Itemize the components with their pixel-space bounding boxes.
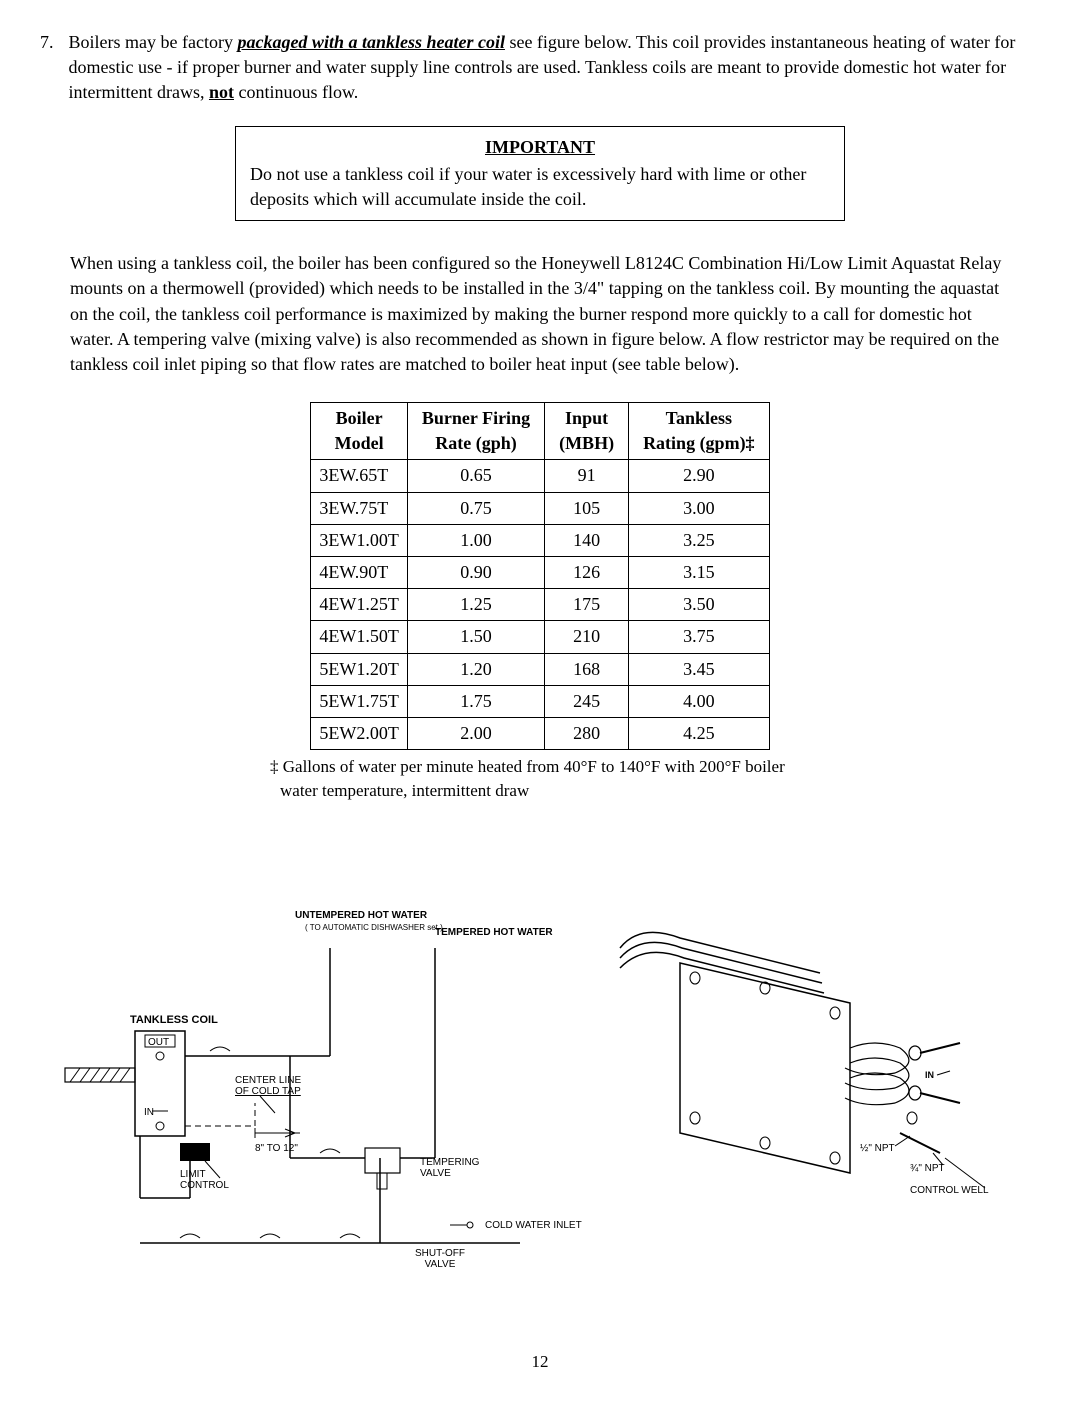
- hatched-floor: [65, 1068, 135, 1082]
- cell-model: 5EW2.00T: [311, 717, 407, 749]
- table-row: 5EW1.75T1.752454.00: [311, 685, 769, 717]
- list-text: Boilers may be factory packaged with a t…: [69, 30, 1041, 106]
- label-tempering2: VALVE: [420, 1168, 451, 1179]
- limit-control-box: [180, 1143, 210, 1161]
- cell-input: 140: [545, 524, 629, 556]
- label-tempered: TEMPERED HOT WATER: [435, 927, 553, 938]
- coil-assembly-drawing: IN ½" NPT ¾" NPT CONTROL WELL: [620, 932, 989, 1196]
- cell-model: 5EW1.20T: [311, 653, 407, 685]
- cell-rating: 3.15: [629, 557, 770, 589]
- label-out: OUT: [148, 1037, 169, 1048]
- cell-input: 210: [545, 621, 629, 653]
- table-row: 3EW1.00T1.001403.25: [311, 524, 769, 556]
- list-item-7: 7. Boilers may be factory packaged with …: [40, 30, 1040, 106]
- svg-text:CONTROL WELL: CONTROL WELL: [910, 1185, 989, 1196]
- cell-input: 91: [545, 460, 629, 492]
- th-input: Input (MBH): [545, 403, 629, 460]
- table-row: 5EW2.00T2.002804.25: [311, 717, 769, 749]
- th-rating: Tankless Rating (gpm)‡: [629, 403, 770, 460]
- label-limit2: CONTROL: [180, 1180, 229, 1191]
- cell-input: 280: [545, 717, 629, 749]
- cell-rate: 1.25: [407, 589, 544, 621]
- table-row: 3EW.75T0.751053.00: [311, 492, 769, 524]
- cell-model: 4EW.90T: [311, 557, 407, 589]
- cell-rating: 3.00: [629, 492, 770, 524]
- label-shutoff1: SHUT-OFF: [415, 1248, 465, 1259]
- table-row: 3EW.65T0.65912.90: [311, 460, 769, 492]
- label-centerline2: OF COLD TAP: [235, 1086, 301, 1097]
- cell-rate: 1.75: [407, 685, 544, 717]
- cell-rate: 0.90: [407, 557, 544, 589]
- th-rate: Burner Firing Rate (gph): [407, 403, 544, 460]
- cell-model: 4EW1.25T: [311, 589, 407, 621]
- text-p3: continuous flow.: [234, 82, 358, 102]
- piping-diagram: TANKLESS COIL OUT IN LIMIT CONTROL: [40, 853, 1040, 1283]
- table-header-row: Boiler Model Burner Firing Rate (gph) In…: [311, 403, 769, 460]
- cell-rating: 2.90: [629, 460, 770, 492]
- cell-rate: 1.00: [407, 524, 544, 556]
- cell-rate: 2.00: [407, 717, 544, 749]
- cell-rating: 3.25: [629, 524, 770, 556]
- label-dim: 8" TO 12": [255, 1143, 298, 1154]
- cell-model: 5EW1.75T: [311, 685, 407, 717]
- label-untempered2: ( TO AUTOMATIC DISHWASHER set.): [305, 923, 443, 932]
- cell-input: 105: [545, 492, 629, 524]
- table-row: 4EW1.25T1.251753.50: [311, 589, 769, 621]
- diagram-area: TANKLESS COIL OUT IN LIMIT CONTROL: [40, 853, 1040, 1290]
- label-shutoff2: VALVE: [425, 1259, 456, 1270]
- label-tankless-coil: TANKLESS COIL: [130, 1014, 218, 1026]
- svg-text:¾" NPT: ¾" NPT: [910, 1163, 945, 1174]
- label-limit1: LIMIT: [180, 1169, 206, 1180]
- cell-input: 126: [545, 557, 629, 589]
- text-not: not: [209, 82, 234, 102]
- important-box: IMPORTANT Do not use a tankless coil if …: [235, 126, 845, 222]
- important-title: IMPORTANT: [250, 135, 830, 160]
- cell-rating: 4.25: [629, 717, 770, 749]
- cell-rating: 3.75: [629, 621, 770, 653]
- cell-model: 3EW.65T: [311, 460, 407, 492]
- table-footnote: ‡ Gallons of water per minute heated fro…: [270, 755, 810, 803]
- cell-model: 4EW1.50T: [311, 621, 407, 653]
- svg-text:IN: IN: [925, 1070, 934, 1080]
- cell-model: 3EW.75T: [311, 492, 407, 524]
- page-number: 12: [40, 1350, 1040, 1374]
- text-p1: Boilers may be factory: [69, 32, 238, 52]
- th-model: Boiler Model: [311, 403, 407, 460]
- cell-input: 168: [545, 653, 629, 685]
- table-row: 5EW1.20T1.201683.45: [311, 653, 769, 685]
- label-centerline1: CENTER LINE: [235, 1075, 301, 1086]
- cell-rate: 1.50: [407, 621, 544, 653]
- cell-rate: 0.75: [407, 492, 544, 524]
- cell-rate: 0.65: [407, 460, 544, 492]
- out-port: [156, 1052, 164, 1060]
- tempering-valve-body: [365, 1148, 400, 1173]
- important-text: Do not use a tankless coil if your water…: [250, 162, 830, 212]
- cell-rate: 1.20: [407, 653, 544, 685]
- cell-input: 175: [545, 589, 629, 621]
- cell-rating: 3.45: [629, 653, 770, 685]
- cell-input: 245: [545, 685, 629, 717]
- table-row: 4EW1.50T1.502103.75: [311, 621, 769, 653]
- label-cold-inlet: COLD WATER INLET: [485, 1220, 582, 1231]
- boiler-table: Boiler Model Burner Firing Rate (gph) In…: [310, 402, 769, 750]
- list-number: 7.: [40, 30, 54, 106]
- label-untempered1: UNTEMPERED HOT WATER: [295, 910, 428, 921]
- text-emph: packaged with a tankless heater coil: [237, 32, 505, 52]
- cell-rating: 4.00: [629, 685, 770, 717]
- table-row: 4EW.90T0.901263.15: [311, 557, 769, 589]
- body-paragraph: When using a tankless coil, the boiler h…: [70, 251, 1010, 377]
- svg-text:½" NPT: ½" NPT: [860, 1143, 895, 1154]
- in-port: [156, 1122, 164, 1130]
- cell-model: 3EW1.00T: [311, 524, 407, 556]
- label-in: IN: [144, 1107, 154, 1118]
- cell-rating: 3.50: [629, 589, 770, 621]
